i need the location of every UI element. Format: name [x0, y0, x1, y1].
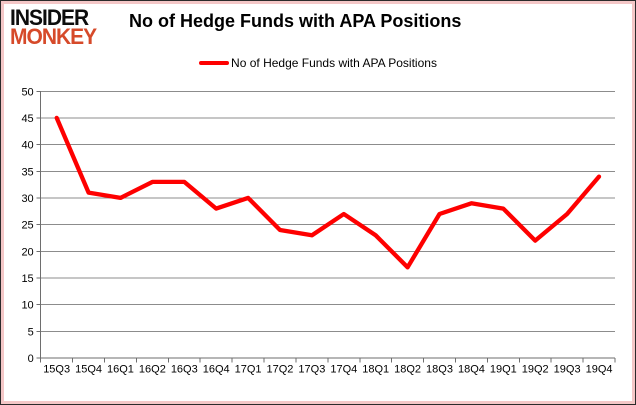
x-axis-label: 15Q3	[43, 364, 70, 376]
x-axis-label: 19Q3	[554, 364, 581, 376]
y-axis-label: 10	[21, 300, 33, 312]
x-axis-label: 16Q2	[139, 364, 166, 376]
logo-monkey-text: MONKEY	[10, 24, 97, 50]
y-axis-label: 15	[21, 273, 33, 285]
y-axis-label: 5	[28, 326, 34, 338]
x-axis-label: 19Q2	[522, 364, 549, 376]
legend-line-icon	[199, 61, 230, 65]
y-axis-label: 30	[21, 193, 33, 205]
insider-monkey-logo: INSIDER MONKEY	[10, 5, 97, 50]
y-axis-label: 40	[21, 140, 33, 152]
x-axis-label: 16Q4	[203, 364, 230, 376]
x-axis-label: 18Q3	[426, 364, 453, 376]
logo-insider-text: INSIDER	[10, 5, 89, 31]
y-axis-label: 45	[21, 113, 33, 125]
chart-legend: No of Hedge Funds with APA Positions	[0, 56, 636, 70]
x-axis-label: 16Q3	[171, 364, 198, 376]
x-axis-label: 18Q4	[458, 364, 485, 376]
x-axis-label: 17Q1	[235, 364, 262, 376]
x-axis-label: 18Q2	[394, 364, 421, 376]
y-axis-label: 35	[21, 166, 33, 178]
y-axis-label: 20	[21, 246, 33, 258]
y-axis-label: 0	[28, 353, 34, 365]
y-axis-label: 25	[21, 220, 33, 232]
x-axis-label: 16Q1	[107, 364, 134, 376]
x-axis-label: 19Q4	[586, 364, 613, 376]
x-axis-label: 18Q1	[362, 364, 389, 376]
x-axis-label: 15Q4	[75, 364, 102, 376]
x-axis-label: 17Q3	[298, 364, 325, 376]
page-title: No of Hedge Funds with APA Positions	[129, 11, 462, 31]
x-axis-label: 19Q1	[490, 364, 517, 376]
legend-label: No of Hedge Funds with APA Positions	[231, 56, 437, 70]
x-axis-label: 17Q2	[267, 364, 294, 376]
y-axis-label: 50	[21, 86, 33, 98]
hedge-funds-line-chart: 0 5 10 15 20 25 30 35 40 45 50 15Q3 15Q4 16Q1 16Q2 16Q3…	[21, 86, 616, 376]
hedge-funds-data-line	[54, 115, 602, 270]
x-axis-label: 17Q4	[330, 364, 357, 376]
